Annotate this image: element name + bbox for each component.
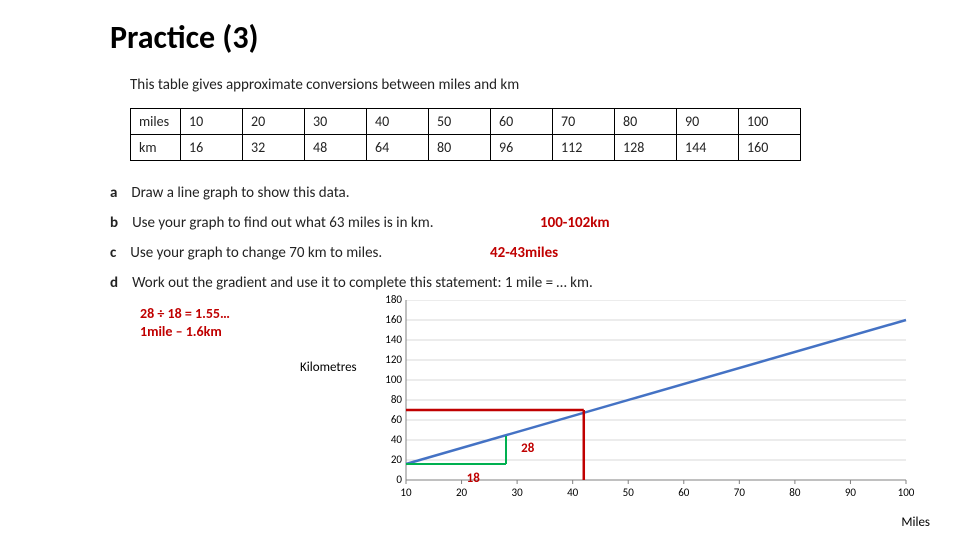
y-tick-label: 120: [376, 353, 402, 366]
y-tick-label: 20: [376, 453, 402, 466]
table-cell: 10: [181, 109, 243, 135]
svg-text:28: 28: [521, 441, 535, 456]
question-a: aDraw a line graph to show this data.: [110, 184, 350, 202]
table-cell: 80: [429, 135, 491, 161]
table-cell: 40: [367, 109, 429, 135]
x-tick-label: 90: [838, 486, 862, 499]
table-cell: 96: [491, 135, 553, 161]
y-tick-label: 80: [376, 393, 402, 406]
x-axis-label: Miles: [901, 515, 930, 530]
table-cell: 60: [491, 109, 553, 135]
question-b: bUse your graph to find out what 63 mile…: [110, 214, 433, 232]
table-cell: 112: [553, 135, 615, 161]
question-c: cUse your graph to change 70 km to miles…: [110, 244, 382, 262]
table-cell: 64: [367, 135, 429, 161]
table-cell: 50: [429, 109, 491, 135]
table-cell: 32: [243, 135, 305, 161]
table-cell: 100: [739, 109, 801, 135]
x-tick-label: 30: [505, 486, 529, 499]
chart-plot: 1828: [370, 300, 930, 515]
intro-text: This table gives approximate conversions…: [130, 76, 519, 94]
conversion-table: miles102030405060708090100 km16324864809…: [130, 108, 801, 161]
y-tick-label: 100: [376, 373, 402, 386]
table-cell: 128: [615, 135, 677, 161]
row-header-km: km: [131, 135, 181, 161]
x-tick-label: 60: [672, 486, 696, 499]
table-cell: 80: [615, 109, 677, 135]
table-cell: 48: [305, 135, 367, 161]
x-tick-label: 40: [561, 486, 585, 499]
table-cell: 160: [739, 135, 801, 161]
y-tick-label: 60: [376, 413, 402, 426]
answer-c: 42-43miles: [490, 244, 558, 262]
x-tick-label: 100: [894, 486, 918, 499]
x-tick-label: 20: [450, 486, 474, 499]
y-tick-label: 140: [376, 333, 402, 346]
svg-text:18: 18: [467, 471, 481, 486]
table-cell: 90: [677, 109, 739, 135]
chart: Kilometres 1828 Miles 020406080100120140…: [300, 300, 930, 530]
row-header-miles: miles: [131, 109, 181, 135]
table-cell: 16: [181, 135, 243, 161]
y-axis-label: Kilometres: [300, 360, 357, 375]
x-tick-label: 10: [394, 486, 418, 499]
table-cell: 20: [243, 109, 305, 135]
table-cell: 144: [677, 135, 739, 161]
y-tick-label: 160: [376, 313, 402, 326]
x-tick-label: 70: [727, 486, 751, 499]
y-tick-label: 0: [376, 473, 402, 486]
question-d: dWork out the gradient and use it to com…: [110, 274, 593, 292]
gradient-calc: 28 ÷ 18 = 1.55… 1mile – 1.6km: [140, 305, 230, 341]
table-cell: 30: [305, 109, 367, 135]
x-tick-label: 80: [783, 486, 807, 499]
y-tick-label: 40: [376, 433, 402, 446]
table-cell: 70: [553, 109, 615, 135]
x-tick-label: 50: [616, 486, 640, 499]
y-tick-label: 180: [376, 293, 402, 306]
page-title: Practice (3): [110, 18, 259, 57]
answer-b: 100-102km: [540, 214, 610, 232]
